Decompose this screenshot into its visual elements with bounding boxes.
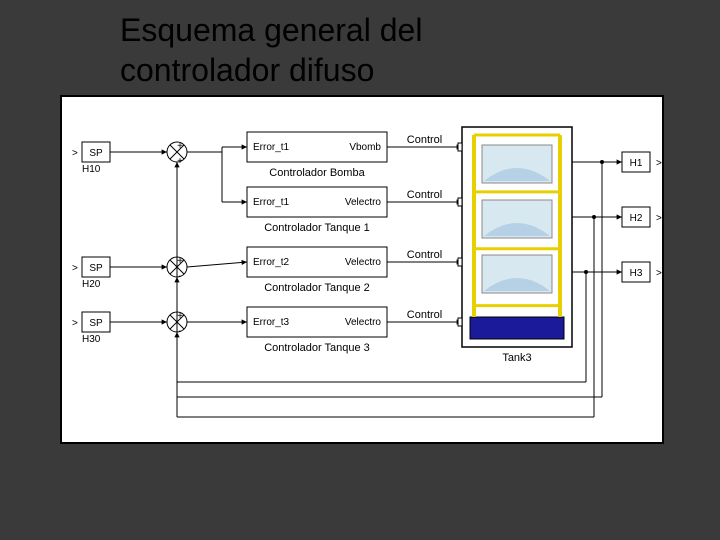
svg-text:H1: H1 <box>630 158 643 169</box>
svg-text:Control: Control <box>407 249 442 261</box>
svg-text:Velectro: Velectro <box>345 257 382 268</box>
svg-text:SP: SP <box>89 148 103 159</box>
title-line-1: Esquema general del <box>120 12 422 48</box>
svg-text:Error_t2: Error_t2 <box>253 257 290 268</box>
svg-text:-: - <box>178 271 181 282</box>
svg-text:>: > <box>656 268 662 279</box>
svg-text:H20: H20 <box>82 279 101 290</box>
svg-text:-: - <box>178 326 181 337</box>
svg-text:Vbomb: Vbomb <box>349 142 381 153</box>
svg-text:Control: Control <box>407 189 442 201</box>
svg-text:+: + <box>177 256 183 267</box>
svg-text:H10: H10 <box>82 164 101 175</box>
diagram-panel: SPH10SPH20SPH30>>>+++-+-Error_t1VbombCon… <box>60 95 664 444</box>
svg-text:Control: Control <box>407 134 442 146</box>
svg-text:Controlador Tanque 1: Controlador Tanque 1 <box>264 222 370 234</box>
svg-text:Controlador Tanque 2: Controlador Tanque 2 <box>264 282 370 294</box>
svg-text:Error_t1: Error_t1 <box>253 142 290 153</box>
svg-text:Error_t3: Error_t3 <box>253 317 290 328</box>
svg-text:>: > <box>656 158 662 169</box>
svg-text:H30: H30 <box>82 334 101 345</box>
svg-text:>: > <box>72 148 78 159</box>
svg-text:>: > <box>72 318 78 329</box>
svg-text:+: + <box>177 311 183 322</box>
svg-text:H2: H2 <box>630 213 643 224</box>
svg-text:+: + <box>177 141 183 152</box>
svg-text:>: > <box>72 263 78 274</box>
title-line-2: controlador difuso <box>120 52 374 88</box>
block-diagram: SPH10SPH20SPH30>>>+++-+-Error_t1VbombCon… <box>62 97 662 442</box>
svg-text:H3: H3 <box>630 268 643 279</box>
svg-text:Velectro: Velectro <box>345 317 382 328</box>
svg-text:Control: Control <box>407 309 442 321</box>
svg-text:SP: SP <box>89 318 103 329</box>
svg-text:Velectro: Velectro <box>345 197 382 208</box>
svg-text:Controlador Tanque 3: Controlador Tanque 3 <box>264 342 370 354</box>
svg-text:Controlador Bomba: Controlador Bomba <box>269 167 365 179</box>
svg-text:>: > <box>656 213 662 224</box>
svg-text:SP: SP <box>89 263 103 274</box>
svg-text:Tank3: Tank3 <box>502 352 531 364</box>
svg-text:Error_t1: Error_t1 <box>253 197 290 208</box>
